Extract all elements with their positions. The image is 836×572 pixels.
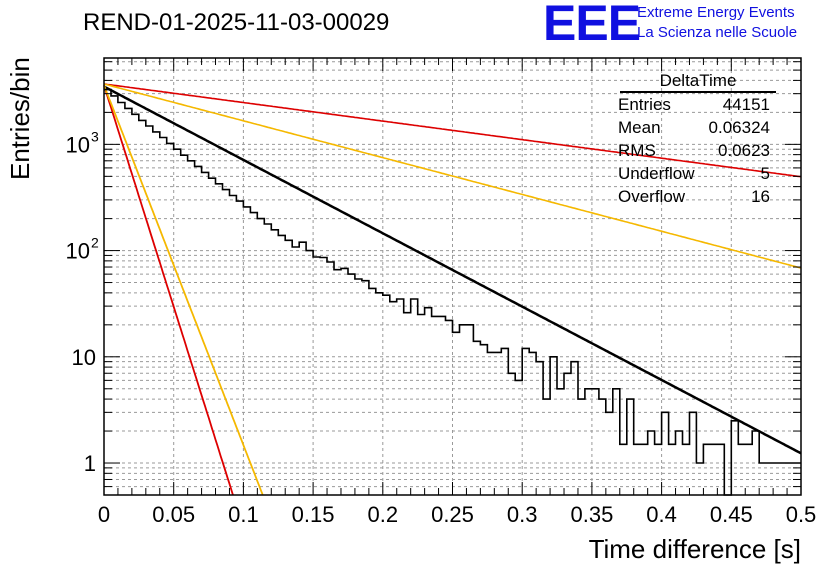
stats-label: RMS <box>618 141 656 160</box>
stats-box: DeltaTime Entries 44151 Mean 0.06324 RMS… <box>610 70 776 208</box>
stats-row-mean: Mean 0.06324 <box>610 116 776 139</box>
fit-curves <box>103 83 802 496</box>
x-tick-label: 0.4 <box>646 502 677 527</box>
stats-value: 0.06324 <box>708 118 770 137</box>
histogram <box>104 88 801 496</box>
stats-label: Entries <box>618 95 671 114</box>
y-tick-label: 10 <box>66 239 90 264</box>
stats-title: DeltaTime <box>620 70 776 93</box>
stats-value: 5 <box>760 164 770 183</box>
logo-line-1: Extreme Energy Events <box>637 4 795 21</box>
x-tick-label: 0.35 <box>570 502 613 527</box>
x-tick-label: 0.45 <box>710 502 753 527</box>
x-tick-label: 0.15 <box>292 502 335 527</box>
eee-logo: EEE <box>543 0 641 51</box>
logo-line-2: La Scienza nelle Scuole <box>637 24 798 41</box>
x-tick-label: 0.05 <box>152 502 195 527</box>
x-tick-label: 0.2 <box>368 502 399 527</box>
y-tick-label: 10 <box>66 132 90 157</box>
y-axis-label: Entries/bin <box>5 57 35 180</box>
fit-curve-upper-slow <box>103 83 802 178</box>
x-axis-label: Time difference [s] <box>589 534 801 564</box>
fit-curve-lower-fast <box>103 84 264 495</box>
stats-row-overflow: Overflow 16 <box>610 185 776 208</box>
logo-caption: Extreme Energy Events La Scienza nelle S… <box>637 3 797 43</box>
chart-title: REND-01-2025-11-03-00029 <box>83 9 390 36</box>
x-tick-label: 0.25 <box>431 502 474 527</box>
stats-label: Overflow <box>618 187 686 206</box>
grid <box>104 58 801 495</box>
axis-ticks <box>103 58 802 496</box>
stats-row-underflow: Underflow 5 <box>610 162 776 185</box>
fit-curve-upper-fast <box>103 85 234 496</box>
y-tick-label: 1 <box>84 451 96 476</box>
y-tick-exponent: 3 <box>91 128 99 144</box>
histogram-line <box>104 88 801 496</box>
x-tick-label: 0 <box>98 502 110 527</box>
fit-curve-fit <box>103 85 802 455</box>
stats-value: 44151 <box>722 95 770 114</box>
stats-row-entries: Entries 44151 <box>610 93 776 116</box>
stats-row-rms: RMS 0.0623 <box>610 139 776 162</box>
x-tick-label: 0.5 <box>786 502 817 527</box>
stats-value: 0.0623 <box>718 141 770 160</box>
stats-label: Mean <box>618 118 661 137</box>
x-tick-label: 0.3 <box>507 502 538 527</box>
stats-value: 16 <box>751 187 770 206</box>
y-tick-label: 10 <box>72 345 96 370</box>
stats-label: Underflow <box>618 164 695 183</box>
x-tick-label: 0.1 <box>228 502 259 527</box>
fit-curve-lower-slow <box>103 83 802 269</box>
tick-labels: 0 0.05 0.1 0.15 0.2 0.25 0.3 0.35 0.4 0.45 0.5 1 10 1… <box>66 128 817 527</box>
y-tick-exponent: 2 <box>91 235 99 251</box>
